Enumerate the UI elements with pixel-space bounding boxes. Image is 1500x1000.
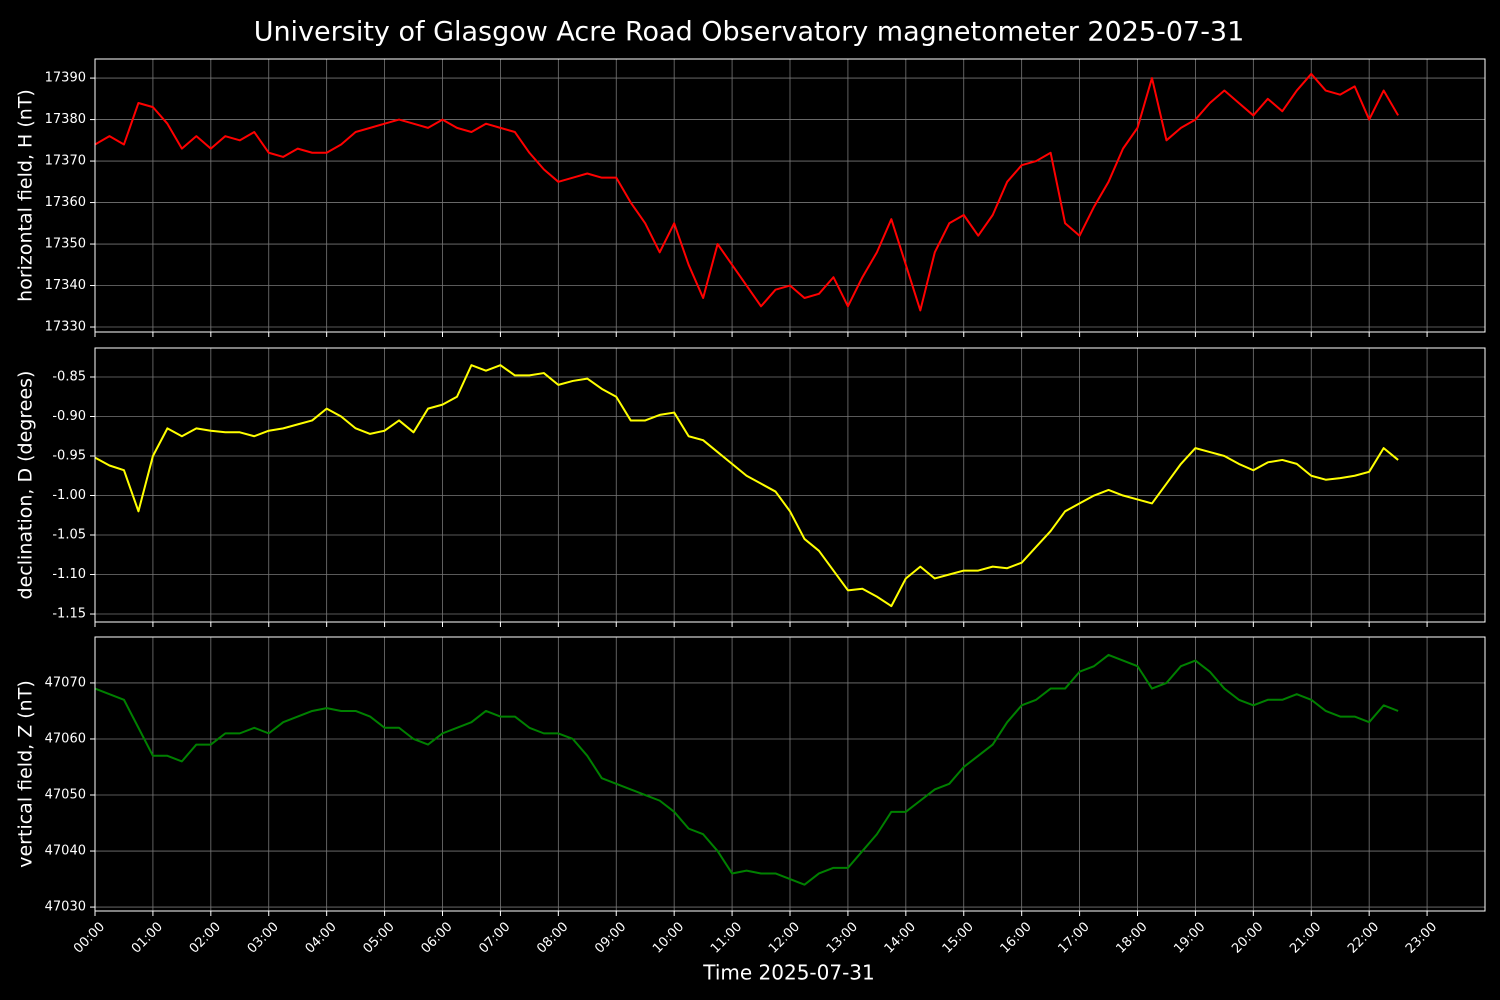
x-tick-label: 13:00 xyxy=(824,919,861,956)
x-tick-label: 10:00 xyxy=(650,919,687,956)
x-tick-label: 02:00 xyxy=(187,919,224,956)
y-tick-label: 17330 xyxy=(45,320,86,335)
plot-frame xyxy=(94,58,1486,333)
y-tick-label: 47040 xyxy=(45,844,86,859)
y-axis-label: vertical field, Z (nT) xyxy=(15,680,37,868)
x-tick-label: 03:00 xyxy=(245,919,282,956)
x-tick-label: 22:00 xyxy=(1345,919,1382,956)
x-tick-label: 21:00 xyxy=(1287,919,1324,956)
x-tick-label: 14:00 xyxy=(882,919,919,956)
x-tick-label: 17:00 xyxy=(1056,919,1093,956)
y-tick-label: -0.95 xyxy=(52,449,86,464)
x-tick-label: 20:00 xyxy=(1229,919,1266,956)
x-tick-label: 08:00 xyxy=(534,919,571,956)
data-line xyxy=(94,364,1399,608)
y-axis-label: horizontal field, H (nT) xyxy=(15,89,37,302)
x-tick-label: 07:00 xyxy=(476,919,513,956)
x-tick-label: 11:00 xyxy=(708,919,745,956)
x-tick-label: 06:00 xyxy=(418,919,455,956)
y-tick-label: 17380 xyxy=(45,112,86,127)
x-tick-label: 09:00 xyxy=(592,919,629,956)
y-tick-label: -0.90 xyxy=(52,409,86,424)
y-tick-label: 17340 xyxy=(45,278,86,293)
chart-title: University of Glasgow Acre Road Observat… xyxy=(254,17,1245,48)
y-tick-label: 17370 xyxy=(45,154,86,169)
data-line xyxy=(94,72,1399,312)
y-tick-label: -1.10 xyxy=(52,567,86,582)
y-tick-label: 47070 xyxy=(45,675,86,690)
x-tick-label: 01:00 xyxy=(129,919,166,956)
y-tick-label: 17360 xyxy=(45,195,86,210)
x-tick-label: 05:00 xyxy=(361,919,398,956)
x-tick-label: 16:00 xyxy=(998,919,1035,956)
plot-frame xyxy=(94,636,1486,912)
y-tick-label: -1.15 xyxy=(52,607,86,622)
x-tick-label: 15:00 xyxy=(940,919,977,956)
x-tick-label: 23:00 xyxy=(1403,919,1440,956)
plot-frame xyxy=(94,347,1486,623)
y-axis-label: declination, D (degrees) xyxy=(15,371,37,600)
x-tick-label: 04:00 xyxy=(303,919,340,956)
x-axis-label: Time 2025-07-31 xyxy=(702,961,875,985)
y-tick-label: 17350 xyxy=(45,237,86,252)
y-tick-label: 47060 xyxy=(45,731,86,746)
y-tick-label: 47050 xyxy=(45,788,86,803)
y-tick-label: -1.05 xyxy=(52,528,86,543)
y-tick-label: -0.85 xyxy=(52,369,86,384)
y-tick-label: -1.00 xyxy=(52,488,86,503)
y-tick-label: 47030 xyxy=(45,900,86,915)
x-tick-label: 18:00 xyxy=(1113,919,1150,956)
x-tick-label: 19:00 xyxy=(1171,919,1208,956)
x-tick-label: 00:00 xyxy=(71,919,108,956)
x-tick-label: 12:00 xyxy=(766,919,803,956)
y-tick-label: 17390 xyxy=(45,71,86,86)
data-line xyxy=(94,653,1399,886)
